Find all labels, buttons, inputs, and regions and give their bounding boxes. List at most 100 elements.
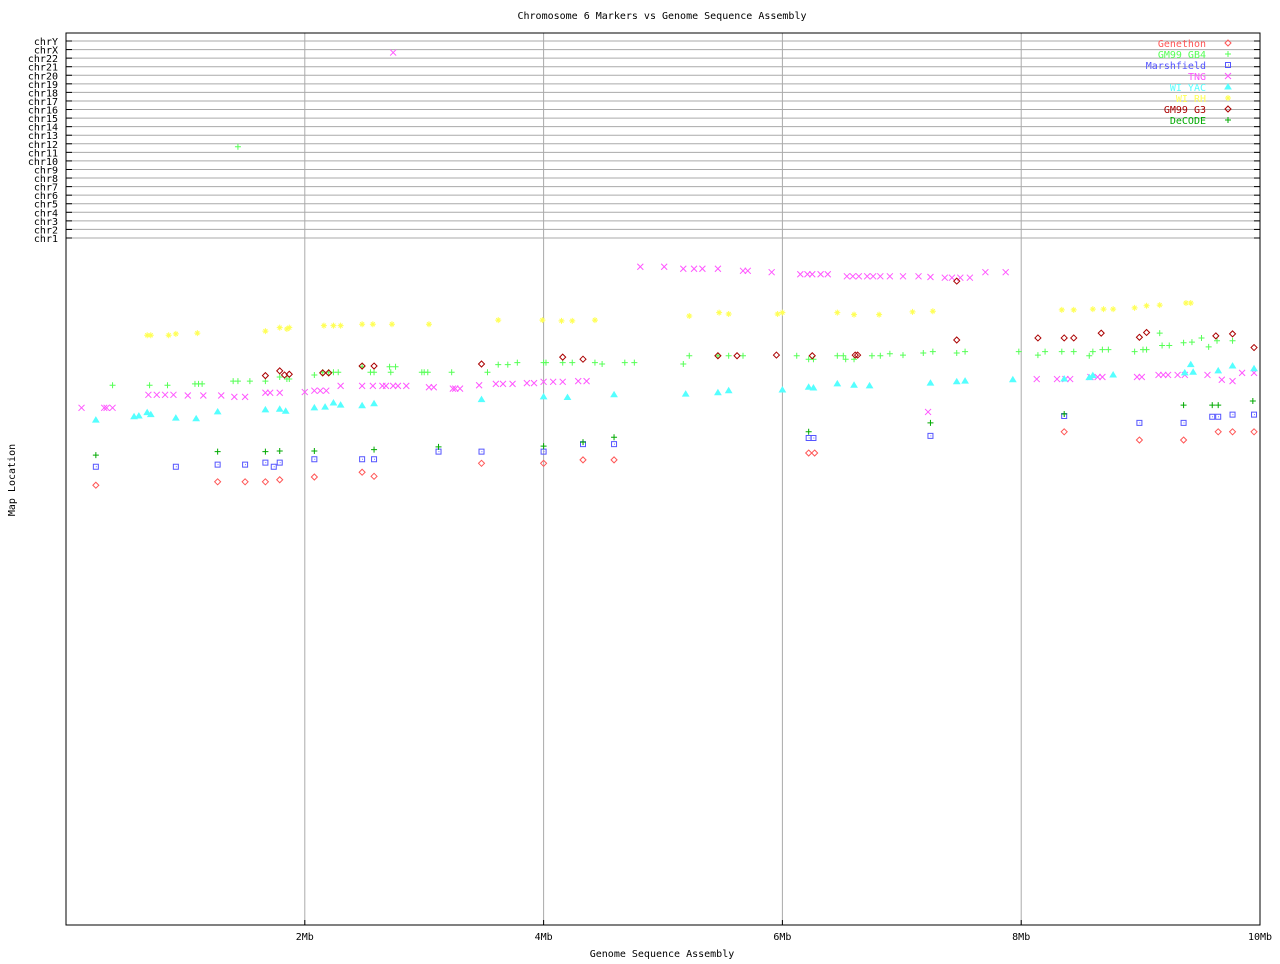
data-point: [261, 371, 270, 380]
data-point: [1058, 348, 1065, 355]
data-point: [213, 478, 222, 486]
data-point: [389, 382, 397, 390]
data-point: [387, 369, 394, 376]
data-point: [171, 414, 180, 421]
legend-marker: [1225, 117, 1231, 123]
data-point: [91, 416, 100, 423]
chromosome-label: chr14: [28, 123, 58, 134]
data-point: [1060, 428, 1068, 436]
data-point: [78, 404, 85, 412]
data-point: [941, 274, 949, 282]
x-tick-label: 4Mb: [535, 932, 553, 943]
data-point: [266, 389, 274, 397]
chromosome-label: chr10: [28, 157, 58, 168]
data-point: [886, 350, 893, 357]
data-point: [909, 308, 916, 315]
data-point: [283, 326, 290, 333]
data-point: [430, 383, 438, 391]
data-point: [733, 352, 741, 360]
data-point: [435, 448, 442, 455]
data-point: [192, 414, 201, 422]
data-point: [371, 446, 378, 453]
data-point: [725, 352, 732, 359]
data-point: [514, 359, 521, 366]
data-point: [1089, 348, 1096, 355]
data-point: [868, 352, 875, 359]
data-point: [679, 265, 687, 273]
data-point: [276, 374, 283, 380]
data-point: [276, 476, 284, 484]
data-point: [425, 321, 432, 328]
data-point: [540, 448, 547, 455]
data-point: [1180, 419, 1187, 426]
data-point: [320, 322, 327, 329]
data-point: [549, 378, 557, 386]
data-point: [276, 324, 283, 331]
data-point: [1174, 371, 1181, 379]
series-wi-rh: [144, 300, 1194, 339]
data-point: [636, 263, 644, 271]
data-point: [145, 391, 152, 399]
data-point: [1250, 343, 1258, 352]
data-point: [1061, 410, 1068, 417]
data-point: [359, 456, 366, 463]
chromosome-label: chr13: [28, 131, 58, 142]
data-point: [853, 351, 862, 359]
data-point: [371, 369, 378, 376]
data-point: [686, 313, 693, 320]
data-point: [147, 332, 154, 339]
data-point: [1159, 342, 1166, 349]
data-point: [1131, 348, 1138, 355]
data-point: [1058, 306, 1065, 313]
data-point: [1034, 334, 1042, 342]
data-point: [579, 456, 587, 464]
data-point: [1143, 302, 1150, 309]
data-point: [680, 360, 687, 367]
data-point: [1250, 428, 1258, 436]
data-point: [146, 382, 153, 389]
data-point: [809, 383, 818, 391]
data-point: [563, 393, 572, 401]
data-point: [1138, 373, 1146, 381]
data-point: [876, 311, 883, 318]
data-point: [146, 410, 155, 418]
data-point: [1094, 373, 1101, 381]
data-point: [92, 481, 100, 489]
data-point: [808, 270, 816, 278]
data-point: [477, 395, 486, 403]
data-point: [681, 390, 690, 397]
data-point: [1086, 352, 1093, 359]
data-point: [610, 390, 618, 398]
data-point: [1215, 402, 1222, 409]
data-point: [329, 399, 338, 406]
data-point: [926, 379, 935, 386]
data-point: [1060, 334, 1068, 342]
data-point: [214, 461, 221, 468]
chromosome-label: chr21: [28, 63, 58, 74]
data-point: [358, 468, 366, 476]
data-point: [877, 352, 884, 359]
data-point: [213, 407, 222, 415]
data-point: [330, 322, 337, 329]
data-point: [359, 321, 366, 328]
chromosome-label: chr3: [34, 217, 58, 228]
data-point: [286, 324, 293, 331]
data-point: [172, 463, 179, 470]
data-point: [539, 317, 546, 324]
data-point: [851, 351, 859, 359]
data-point: [276, 389, 284, 397]
data-point: [358, 382, 366, 390]
data-point: [611, 441, 618, 448]
data-point: [962, 348, 969, 355]
data-point: [262, 448, 269, 455]
data-point: [1131, 304, 1138, 311]
data-point: [953, 277, 961, 285]
data-point: [276, 447, 283, 454]
data-point: [927, 432, 934, 439]
chromosome-label: chr6: [34, 191, 58, 202]
data-point: [1218, 376, 1226, 384]
data-point: [591, 359, 598, 366]
data-point: [475, 381, 483, 389]
data-point: [569, 359, 576, 366]
data-point: [1209, 413, 1216, 420]
